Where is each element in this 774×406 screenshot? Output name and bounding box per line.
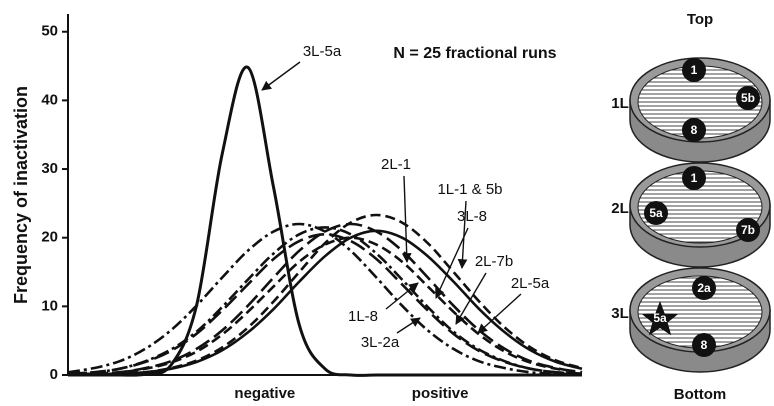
label-arrow xyxy=(457,200,468,269)
series-label: 3L-8 xyxy=(457,208,487,225)
site-label: 1 xyxy=(691,63,698,77)
label-arrow xyxy=(477,293,522,334)
series-label: 1L-1 & 5b xyxy=(437,181,502,198)
site-marker xyxy=(644,201,668,225)
site-marker xyxy=(682,118,706,142)
y-tick-label: 30 xyxy=(41,160,58,177)
diagram-top: Top xyxy=(687,11,713,28)
series-label: 2L-5a xyxy=(511,275,550,292)
series-label: 1L-8 xyxy=(348,308,378,325)
label-arrow xyxy=(455,272,487,325)
series-line xyxy=(67,226,583,375)
site-label: 1 xyxy=(691,171,698,185)
series-line xyxy=(67,222,583,376)
label-arrow xyxy=(261,61,301,91)
series-line xyxy=(68,65,582,377)
x-tick-label: positive xyxy=(412,385,469,402)
site-label: 5a xyxy=(649,206,663,220)
site-marker xyxy=(736,86,760,110)
series-line xyxy=(67,213,583,377)
annotation-box: N = 25 fractional runs xyxy=(393,45,557,62)
label-arrow xyxy=(401,175,412,263)
annotation: N = 25 fractional runs xyxy=(393,45,557,62)
series-line xyxy=(67,229,583,377)
diagram-bottom: Bottom xyxy=(674,386,727,403)
x-tick-label: negative xyxy=(234,385,295,402)
site-marker xyxy=(682,166,706,190)
site-marker xyxy=(692,276,716,300)
site-label: 2a xyxy=(697,281,711,295)
diagram: 1L 1 5b 8 2L 1 5a 7b 3L 2a 5a 8 xyxy=(611,57,771,373)
series-label: 2L-7b xyxy=(475,253,513,270)
site-marker xyxy=(736,218,760,242)
series-line xyxy=(67,236,583,376)
layer-label: 3L xyxy=(611,305,629,322)
layer-label: 1L xyxy=(611,95,629,112)
site-label: 7b xyxy=(741,223,755,237)
y-tick-label: 40 xyxy=(41,91,58,108)
site-star xyxy=(641,301,679,336)
y-tick-label: 20 xyxy=(41,229,58,246)
label-arrow xyxy=(385,282,419,310)
site-marker xyxy=(692,333,716,357)
site-label: 8 xyxy=(701,338,708,352)
label-arrow xyxy=(435,227,469,299)
series-label: 3L-5a xyxy=(303,43,342,60)
y-tick-label: 0 xyxy=(50,366,58,383)
y-tick-label: 10 xyxy=(41,297,58,314)
label-arrow xyxy=(396,317,421,334)
series-line xyxy=(67,233,583,375)
site-label: 8 xyxy=(691,123,698,137)
series-label: 2L-1 xyxy=(381,156,411,173)
series-label: 3L-2a xyxy=(361,334,400,351)
y-axis-title: Frequency of inactivation xyxy=(11,86,31,304)
y-tick-label: 50 xyxy=(41,23,58,40)
site-label: 5a xyxy=(653,311,667,325)
site-marker xyxy=(682,58,706,82)
plot: 0 10 20 30 40 50 negative positive 3L-5a 2L-1 1L-1… xyxy=(41,14,583,402)
site-label: 5b xyxy=(741,91,755,105)
layer-label: 2L xyxy=(611,200,629,217)
series-line xyxy=(67,222,583,376)
